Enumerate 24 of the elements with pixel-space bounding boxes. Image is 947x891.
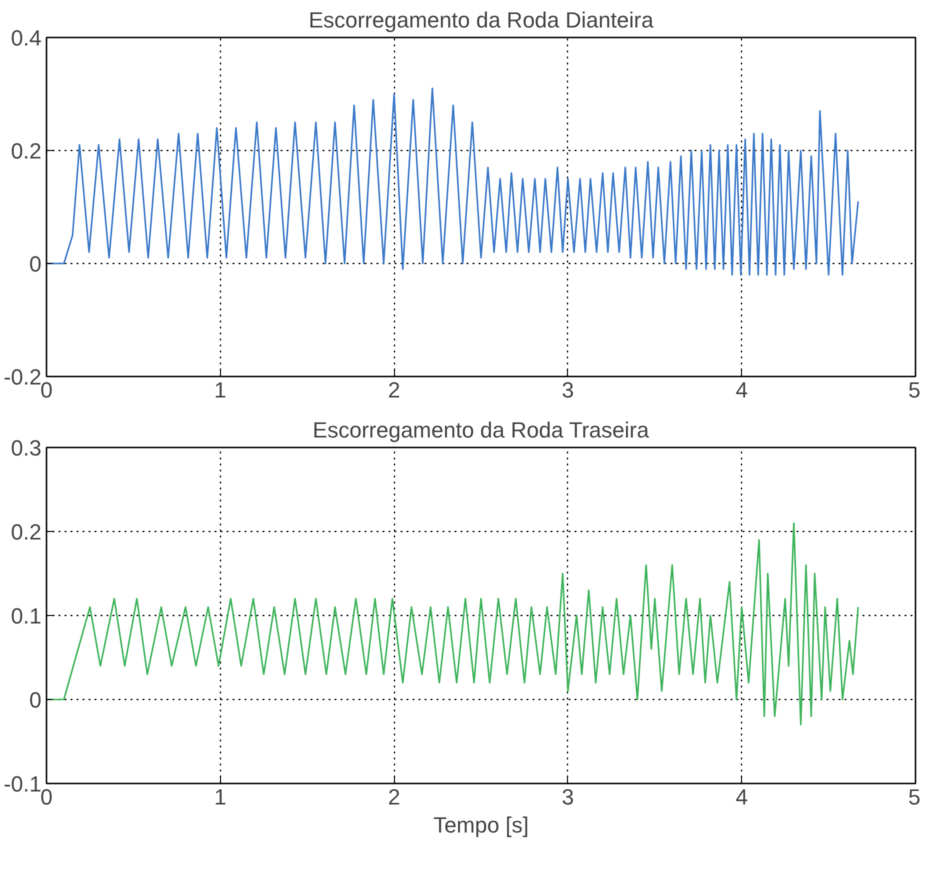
line-series xyxy=(46,88,859,276)
y-tick-label: 0.2 xyxy=(10,138,42,164)
x-tick-label: 2 xyxy=(388,784,400,810)
x-tick-label: 3 xyxy=(562,784,574,810)
y-tick-label: 0.4 xyxy=(10,26,42,50)
x-tick-label: 1 xyxy=(214,378,226,402)
chart-title: Escorregamento da Roda Traseira xyxy=(312,418,650,442)
y-tick-label: 0 xyxy=(29,688,42,712)
x-axis-title: Tempo [s] xyxy=(433,812,529,838)
x-tick-label: 1 xyxy=(214,784,226,810)
line-series xyxy=(46,522,859,726)
x-tick-label: 5 xyxy=(908,784,921,810)
chart-title: Escorregamento da Roda Dianteira xyxy=(308,8,654,32)
x-tick-label: 2 xyxy=(388,378,400,402)
y-tick-label: 0 xyxy=(29,252,42,276)
x-tick-label: 4 xyxy=(736,784,748,810)
x-tick-label: 5 xyxy=(908,378,921,402)
x-tick-label: 3 xyxy=(562,378,574,402)
y-tick-label: 0.2 xyxy=(10,520,42,544)
y-tick-label: -0.2 xyxy=(4,364,42,390)
y-tick-label: 0.3 xyxy=(10,436,42,460)
x-tick-label: 4 xyxy=(736,378,748,402)
y-tick-label: -0.1 xyxy=(4,772,42,796)
y-tick-label: 0.1 xyxy=(10,604,42,628)
